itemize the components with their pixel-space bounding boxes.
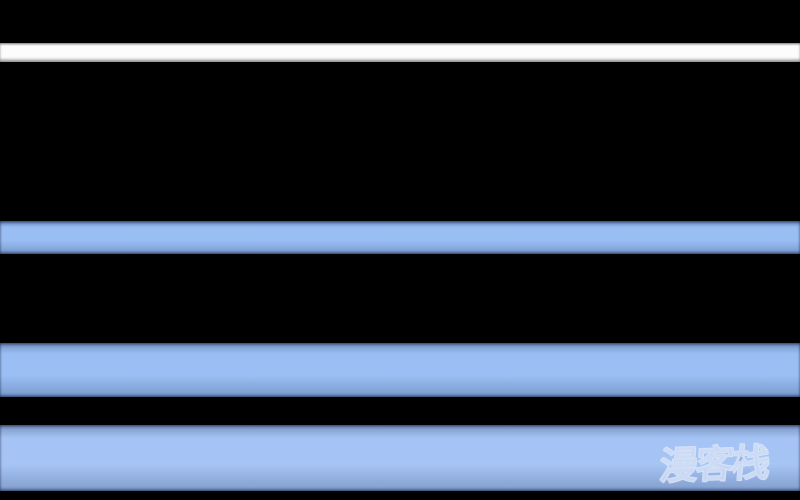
blue-stripe-1 — [0, 221, 800, 254]
watermark-logo: 漫客栈 — [657, 440, 771, 489]
blue-stripe-3 — [0, 425, 800, 491]
blue-stripe-2 — [0, 343, 800, 397]
white-stripe — [0, 43, 800, 62]
